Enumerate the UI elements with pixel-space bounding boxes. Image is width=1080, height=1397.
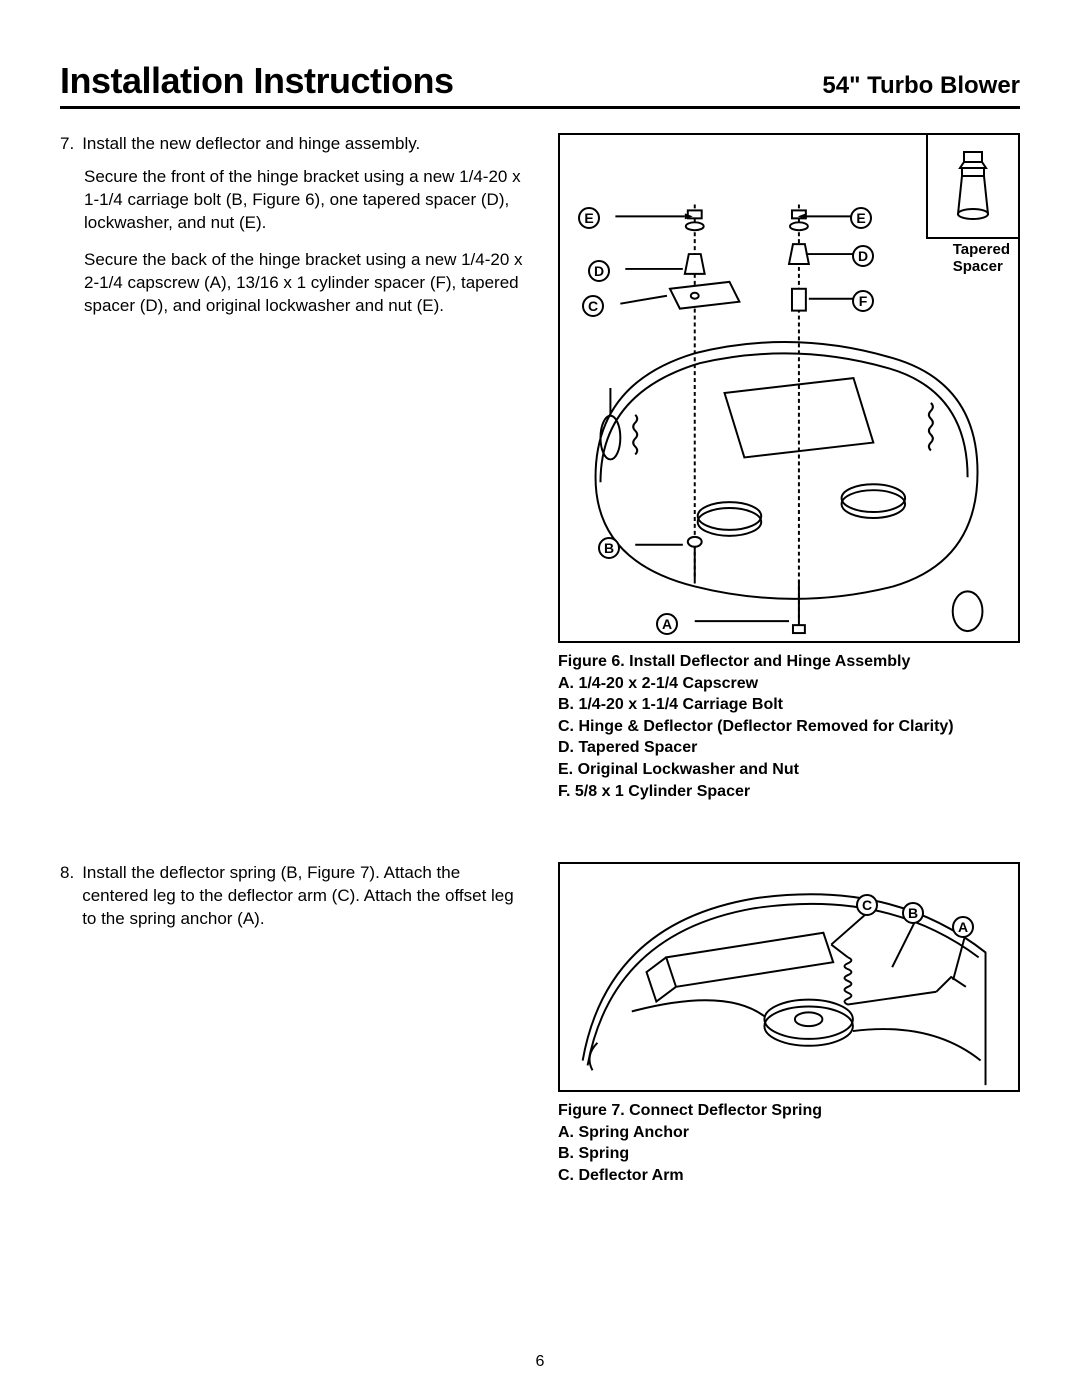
step7-number: 7. [60, 133, 74, 156]
figure6-caption: Figure 6. Install Deflector and Hinge As… [558, 651, 1020, 802]
figure6-callout-d1: D [588, 260, 610, 282]
figure6-callout-e2: E [850, 207, 872, 229]
figure6-caption-a: A. 1/4-20 x 2-1/4 Capscrew [558, 673, 1020, 695]
figure7-caption: Figure 7. Connect Deflector Spring A. Sp… [558, 1100, 1020, 1186]
figure6-callout-e1: E [578, 207, 600, 229]
step7-lead-text: Install the new deflector and hinge asse… [82, 133, 420, 156]
figure7-caption-b: B. Spring [558, 1143, 1020, 1165]
figure7-callout-c: C [856, 894, 878, 916]
figure7-caption-a: A. Spring Anchor [558, 1122, 1020, 1144]
section-step-7: 7. Install the new deflector and hinge a… [60, 133, 1020, 802]
header-right-title: 54" Turbo Blower [822, 72, 1020, 100]
figure6-caption-c: C. Hinge & Deflector (Deflector Removed … [558, 716, 1020, 738]
header-left-title: Installation Instructions [60, 60, 454, 102]
figure6-caption-title: Figure 6. Install Deflector and Hinge As… [558, 651, 1020, 673]
page-number: 6 [536, 1353, 545, 1371]
page-header: Installation Instructions 54" Turbo Blow… [60, 60, 1020, 109]
figure6-caption-e: E. Original Lockwasher and Nut [558, 759, 1020, 781]
figure6-caption-d: D. Tapered Spacer [558, 737, 1020, 759]
figure6-callout-c: C [582, 295, 604, 317]
section-step-8: 8. Install the deflector spring (B, Figu… [60, 862, 1020, 1186]
figure6-callout-d2: D [852, 245, 874, 267]
figure6-box: Tapered Spacer [558, 133, 1020, 643]
figure7-drawing [560, 864, 1018, 1090]
step7-para-2: Secure the back of the hinge bracket usi… [84, 249, 530, 318]
step8: 8. Install the deflector spring (B, Figu… [60, 862, 530, 931]
figure7-box: C B A [558, 862, 1020, 1092]
figure6-caption-f: F. 5/8 x 1 Cylinder Spacer [558, 781, 1020, 803]
step8-text: Install the deflector spring (B, Figure … [82, 862, 530, 931]
figure7-callout-a: A [952, 916, 974, 938]
figure6-callout-a: A [656, 613, 678, 635]
figure6-drawing [560, 135, 1018, 641]
figure7-caption-title: Figure 7. Connect Deflector Spring [558, 1100, 1020, 1122]
figure6-caption-b: B. 1/4-20 x 1-1/4 Carriage Bolt [558, 694, 1020, 716]
figure6-callout-b: B [598, 537, 620, 559]
step8-text-column: 8. Install the deflector spring (B, Figu… [60, 862, 530, 1186]
step7-text-column: 7. Install the new deflector and hinge a… [60, 133, 530, 802]
figure7-callout-b: B [902, 902, 924, 924]
figure7-column: C B A Figure 7. Connect Deflector Spring… [558, 862, 1020, 1186]
step8-number: 8. [60, 862, 74, 931]
figure6-callout-f: F [852, 290, 874, 312]
figure7-caption-c: C. Deflector Arm [558, 1165, 1020, 1187]
figure6-column: Tapered Spacer [558, 133, 1020, 802]
step7-para-1: Secure the front of the hinge bracket us… [84, 166, 530, 235]
step7-lead: 7. Install the new deflector and hinge a… [60, 133, 530, 156]
